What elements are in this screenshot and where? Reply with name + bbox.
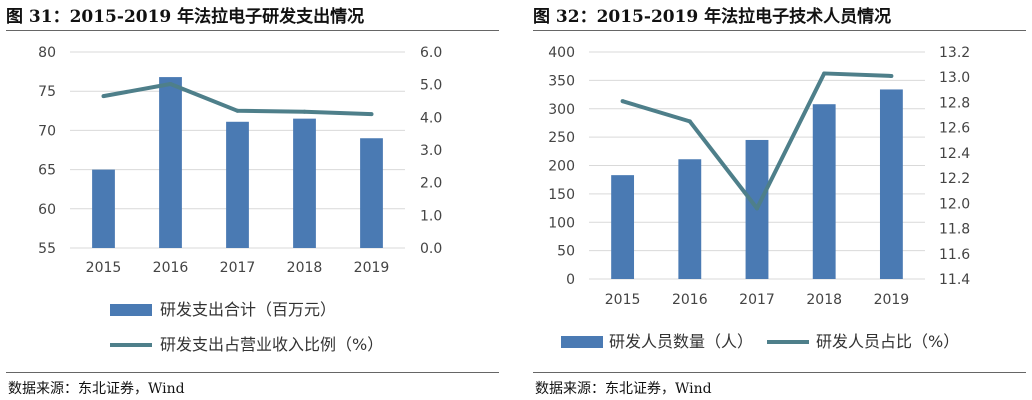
figure-source: 数据来源：东北证券，Wind (535, 381, 712, 397)
figure-32-panel: 图 32：2015-2019 年法拉电子技术人员情况 0 50 100 150 200 2… (527, 0, 1032, 400)
legend-line-label: 研发支出占营业收入比例（%） (160, 335, 383, 354)
y-left-tick-label: 350 (548, 73, 575, 89)
y-right-tick-label: 11.4 (939, 272, 970, 288)
rd-expense-chart: 55 60 65 70 75 80 0.0 1.0 2.0 3.0 4.0 5.0 6.0 2015 201… (38, 45, 442, 354)
x-tick-label: 2018 (806, 292, 842, 308)
y-left-tick-label: 50 (557, 244, 575, 260)
y-left-tick-label: 75 (38, 84, 56, 100)
rd-staff-chart: 0 50 100 150 200 250 300 350 400 11.4 11.6 11.8 12.0… (548, 45, 970, 351)
bar (159, 77, 182, 248)
source-rule (533, 372, 1026, 373)
legend-bar-swatch (110, 304, 152, 316)
bar (812, 104, 836, 280)
legend-line-label: 研发人员占比（%） (816, 332, 959, 351)
source-rule (6, 372, 499, 373)
y-left-tick-label: 250 (548, 130, 575, 146)
y-right-tick-label: 12.8 (939, 95, 970, 111)
bar (678, 159, 702, 279)
x-tick-label: 2019 (354, 260, 390, 276)
y-left-tick-label: 150 (548, 187, 575, 203)
y-left-tick-label: 70 (38, 123, 56, 139)
x-tick-label: 2015 (605, 292, 641, 308)
legend: 研发支出合计（百万元） 研发支出占营业收入比例（%） (110, 300, 383, 354)
line-point (620, 99, 625, 104)
line-point (755, 206, 759, 211)
y-right-tick-label: 3.0 (420, 143, 442, 159)
y-right-tick-label: 4.0 (420, 110, 442, 126)
y-right-tick-label: 13.0 (939, 70, 970, 86)
y-left-tick-label: 300 (548, 102, 575, 118)
y-right-tick-label: 5.0 (420, 78, 442, 94)
legend-bar-label: 研发人员数量（人） (609, 332, 753, 351)
figure-title: 图 31：2015-2019 年法拉电子研发支出情况 (6, 7, 365, 27)
bar (293, 118, 316, 248)
y-left-tick-label: 80 (38, 45, 56, 61)
y-right-tick-label: 11.8 (939, 222, 970, 238)
y-left-tick-label: 0 (566, 272, 575, 288)
y-right-tick-label: 12.6 (939, 121, 970, 137)
y-right-tick-label: 12.0 (939, 196, 970, 212)
line-point (369, 112, 374, 117)
y-right-tick-label: 2.0 (420, 176, 442, 192)
x-tick-label: 2017 (220, 260, 256, 276)
figure-title: 图 32：2015-2019 年法拉电子技术人员情况 (533, 7, 892, 27)
bar (226, 121, 249, 248)
y-right-tick-label: 13.2 (939, 45, 970, 61)
y-right-tick-label: 12.2 (939, 171, 970, 187)
y-left-tick-label: 65 (38, 163, 56, 179)
y-left-tick-label: 200 (548, 159, 575, 175)
bar (360, 138, 383, 248)
bar (879, 89, 903, 279)
line-point (889, 73, 894, 78)
legend: 研发人员数量（人） 研发人员占比（%） (561, 332, 959, 351)
title-rule (533, 30, 1026, 31)
line-point (822, 71, 827, 76)
figure-source: 数据来源：东北证券，Wind (8, 381, 185, 397)
line-point (235, 108, 240, 113)
y-right-tick-label: 11.6 (939, 247, 970, 263)
y-left-tick-label: 100 (548, 215, 575, 231)
legend-bar-label: 研发支出合计（百万元） (160, 300, 336, 319)
x-tick-label: 2015 (86, 260, 122, 276)
y-left-tick-label: 55 (38, 241, 56, 257)
line-point (302, 109, 307, 114)
line-point (101, 94, 106, 99)
y-right-tick-label: 6.0 (420, 45, 442, 61)
y-right-tick-label: 1.0 (420, 208, 442, 224)
x-tick-label: 2016 (153, 260, 189, 276)
y-right-tick-label: 0.0 (420, 241, 442, 257)
figure-31-panel: 图 31：2015-2019 年法拉电子研发支出情况 55 60 65 70 75 80 0… (0, 0, 505, 400)
line-point (168, 82, 173, 87)
legend-bar-swatch (561, 336, 603, 348)
y-right-tick-label: 12.4 (939, 146, 970, 162)
x-tick-label: 2016 (672, 292, 708, 308)
line-point (687, 119, 692, 124)
y-left-tick-label: 60 (38, 202, 56, 218)
bar (92, 169, 115, 248)
x-tick-label: 2019 (874, 292, 910, 308)
y-left-tick-label: 400 (548, 45, 575, 61)
x-tick-label: 2017 (739, 292, 775, 308)
x-tick-label: 2018 (287, 260, 323, 276)
title-rule (6, 30, 499, 31)
bar (611, 175, 635, 279)
